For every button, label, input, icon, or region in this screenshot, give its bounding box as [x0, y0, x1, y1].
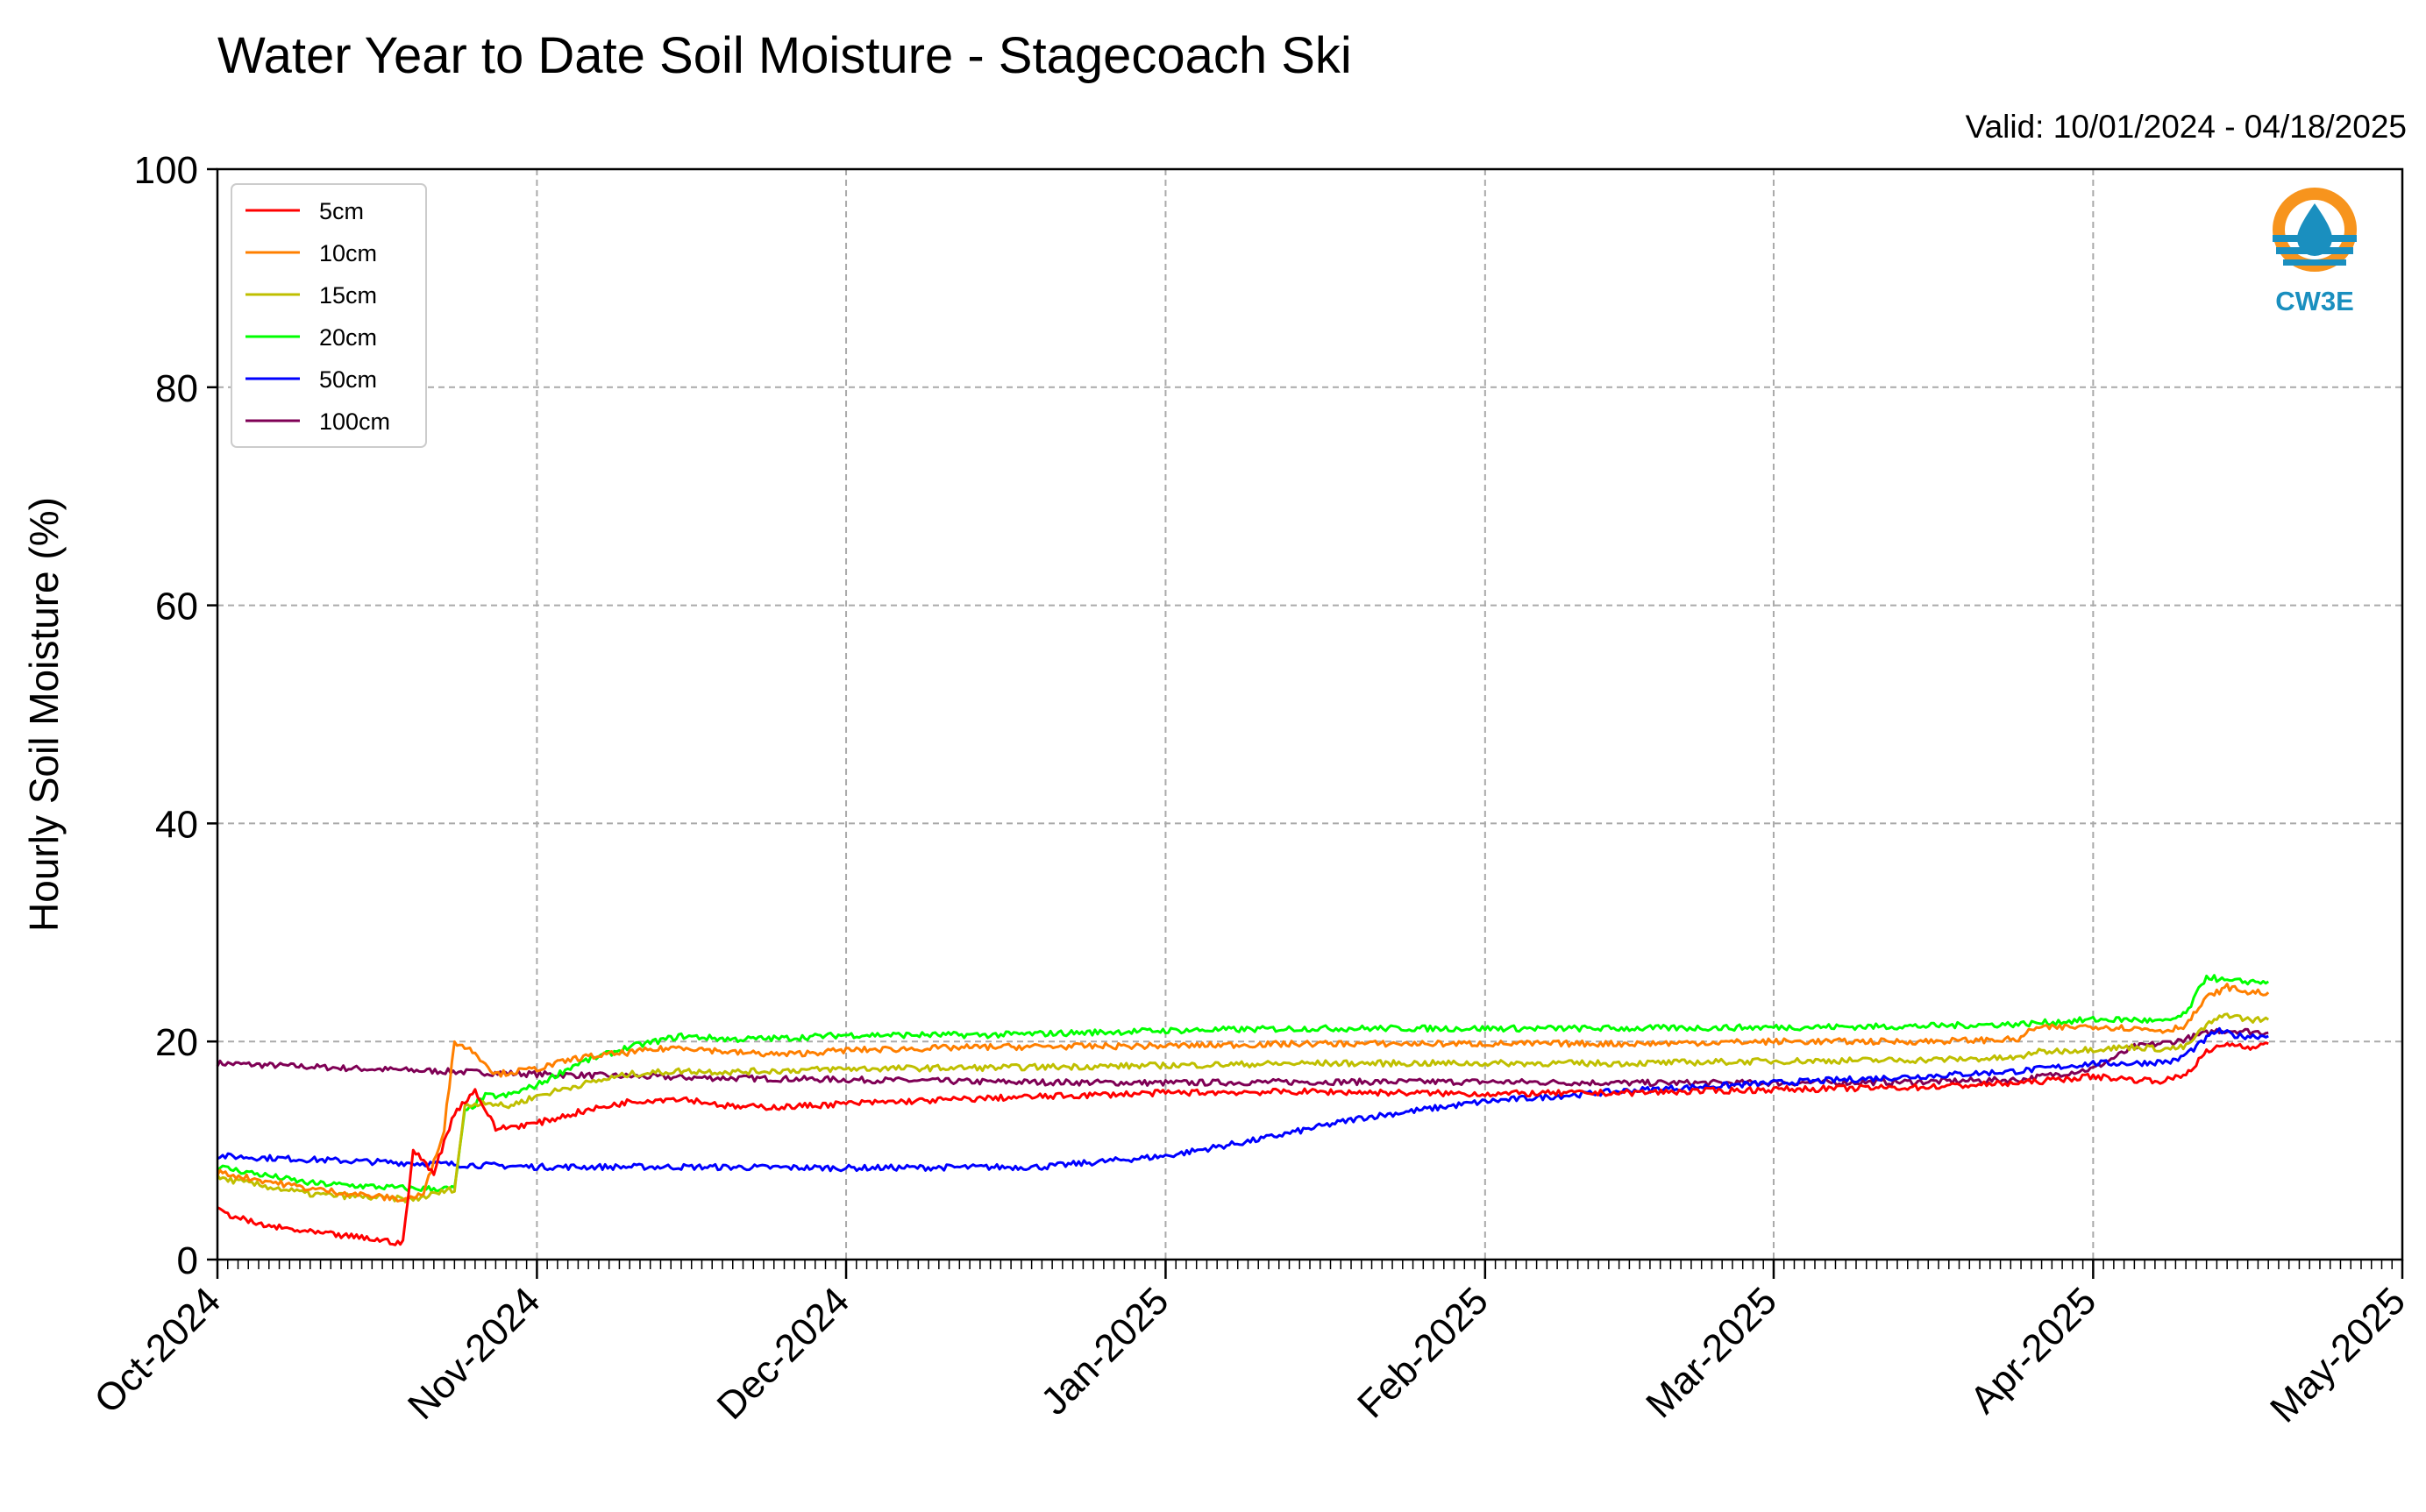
x-tick-label: Feb-2025	[1349, 1279, 1497, 1426]
x-tick-label: Oct-2024	[86, 1279, 229, 1422]
x-tick-label: Dec-2024	[709, 1279, 858, 1428]
y-tick-label: 60	[155, 586, 198, 628]
chart-subtitle: Valid: 10/01/2024 - 04/18/2025	[1965, 109, 2407, 145]
water-drop-icon	[2273, 188, 2357, 272]
x-axis: Oct-2024 Nov-2024 Dec-2024 Jan-2025 Feb-2025…	[86, 1260, 2414, 1430]
chart-title: Water Year to Date Soil Moisture - Stage…	[217, 27, 1352, 84]
logo-text: CW3E	[2275, 286, 2354, 316]
x-tick-label: Nov-2024	[400, 1279, 549, 1428]
legend-label-10cm: 10cm	[319, 240, 377, 266]
x-tick-label: Mar-2025	[1638, 1279, 1785, 1426]
series-lines	[216, 974, 2270, 1246]
y-axis: 0 20 40 60 80 100	[134, 149, 217, 1282]
grid-lines	[217, 169, 2402, 1260]
axes-frame	[216, 167, 2404, 1261]
y-tick-label: 0	[177, 1239, 198, 1282]
legend-label-15cm: 15cm	[319, 282, 377, 309]
series-line-20cm	[217, 974, 2270, 1193]
series-line-15cm	[216, 1012, 2270, 1203]
x-tick-label: Apr-2025	[1962, 1279, 2105, 1422]
series-line-50cm	[217, 1026, 2269, 1173]
series-line-5cm	[217, 1041, 2269, 1246]
legend-box	[231, 183, 427, 448]
y-axis-label: Hourly Soil Moisture (%)	[21, 497, 67, 932]
y-tick-label: 100	[134, 149, 198, 192]
cw3e-logo: CW3E	[2273, 188, 2357, 316]
legend-label-5cm: 5cm	[319, 198, 364, 224]
legend-label-20cm: 20cm	[319, 324, 377, 351]
legend-label-100cm: 100cm	[319, 408, 390, 435]
y-tick-label: 20	[155, 1021, 198, 1064]
y-tick-label: 40	[155, 803, 198, 846]
x-tick-label: May-2025	[2262, 1279, 2414, 1430]
legend-label-50cm: 50cm	[319, 366, 377, 393]
y-tick-label: 80	[155, 367, 198, 410]
x-tick-label: Jan-2025	[1033, 1279, 1177, 1423]
series-line-10cm	[216, 983, 2270, 1203]
legend: 5cm 10cm 15cm 20cm 50cm 100cm	[231, 183, 427, 448]
